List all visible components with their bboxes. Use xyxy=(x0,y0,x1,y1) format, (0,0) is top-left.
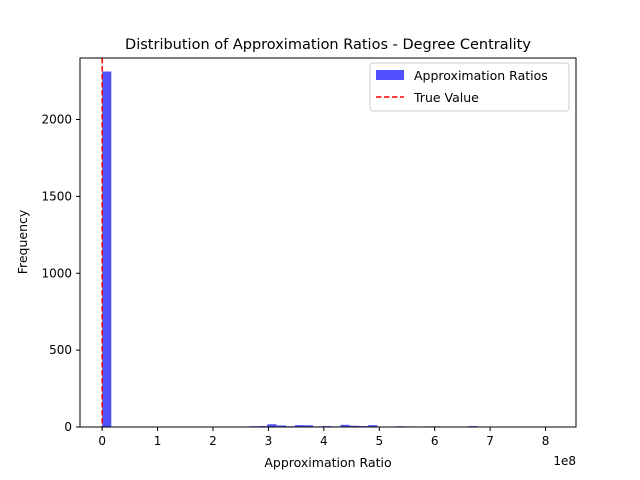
y-tick-label-0: 0 xyxy=(64,420,72,434)
histogram-bar-14 xyxy=(368,425,378,427)
bars-group xyxy=(102,71,478,427)
plot-frame xyxy=(79,57,577,428)
legend: Approximation Ratios True Value xyxy=(369,62,570,112)
x-tick-label-2: 2 xyxy=(209,434,217,448)
x-tick-label-1: 1 xyxy=(154,434,162,448)
x-tick-label-8: 8 xyxy=(542,434,550,448)
y-tick-label-2: 1000 xyxy=(41,266,72,280)
histogram-bar-12 xyxy=(349,425,360,427)
chart-title: Distribution of Approximation Ratios - D… xyxy=(125,37,531,53)
y-axis-label: Frequency xyxy=(15,209,30,274)
histogram-bar-7 xyxy=(303,425,314,427)
y-tick-label-3: 1500 xyxy=(41,189,72,203)
legend-label-approximation-ratios: Approximation Ratios xyxy=(414,68,548,83)
x-tick-label-7: 7 xyxy=(486,434,494,448)
legend-swatch-approximation-ratios xyxy=(376,70,404,80)
y-axis: 0 500 1000 1500 2000 xyxy=(41,113,80,434)
x-tick-label-5: 5 xyxy=(375,434,383,448)
x-multiplier-label: 1e8 xyxy=(553,454,576,468)
x-tick-label-0: 0 xyxy=(98,434,106,448)
histogram-bar-0 xyxy=(102,71,112,427)
histogram-bar-11 xyxy=(340,424,350,427)
x-tick-label-6: 6 xyxy=(431,434,439,448)
histogram-bar-6 xyxy=(295,425,305,427)
x-axis: 0 1 2 3 4 5 6 7 8 xyxy=(98,427,549,448)
histogram-bar-3 xyxy=(267,424,277,427)
y-tick-label-1: 500 xyxy=(49,343,72,357)
histogram-bar-4 xyxy=(276,425,286,427)
x-tick-label-4: 4 xyxy=(320,434,328,448)
x-axis-label: Approximation Ratio xyxy=(264,455,391,470)
legend-box xyxy=(369,62,570,112)
x-tick-label-3: 3 xyxy=(265,434,273,448)
y-tick-label-4: 2000 xyxy=(41,113,72,127)
legend-label-true-value: True Value xyxy=(413,90,479,105)
